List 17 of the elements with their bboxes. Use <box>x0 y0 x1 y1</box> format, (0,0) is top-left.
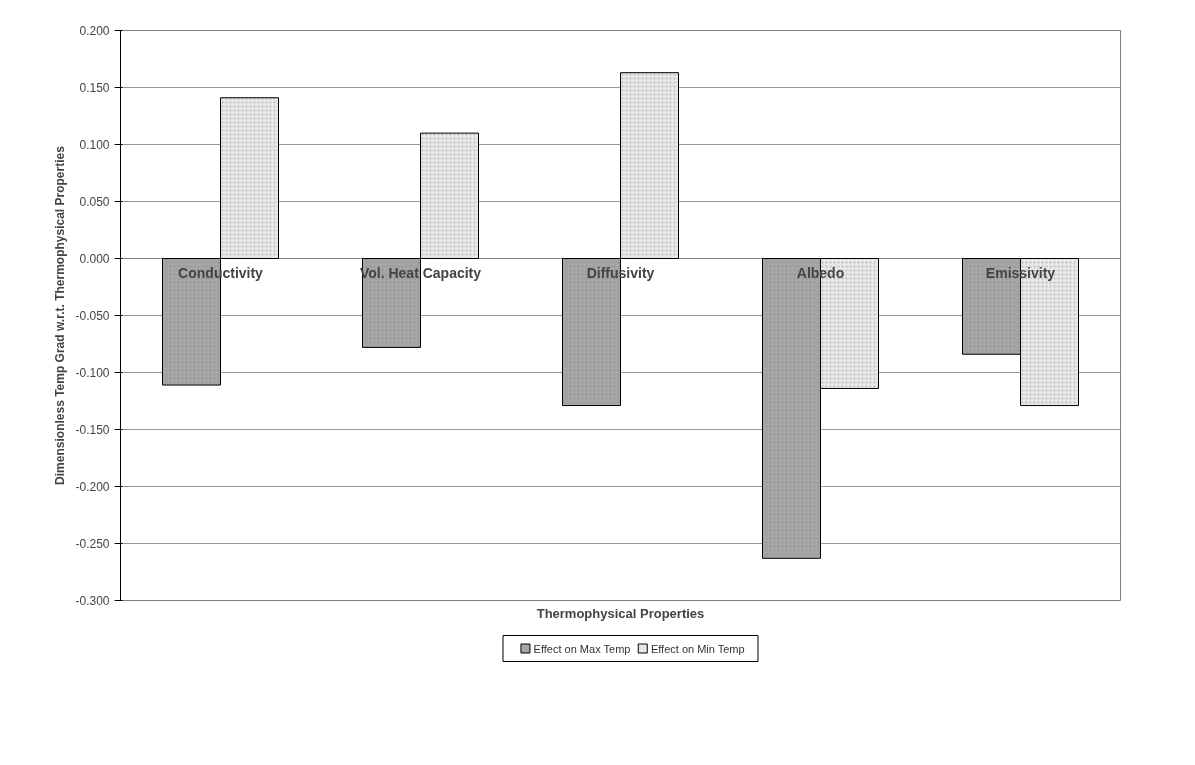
y-tick-label: -0.050 <box>75 309 110 323</box>
y-tick-label: -0.100 <box>75 366 110 380</box>
y-tick-label: -0.300 <box>75 594 110 608</box>
legend-label: Effect on Min Temp <box>650 642 745 655</box>
y-tick-label: 0.200 <box>79 24 110 38</box>
y-tick-label: 0.150 <box>79 81 110 95</box>
y-tick-label: 0.100 <box>79 138 110 152</box>
x-tick-label: Diffusivity <box>586 264 655 281</box>
x-tick-label: Conductivity <box>178 264 264 281</box>
y-tick-label: -0.150 <box>75 423 110 437</box>
y-tick-label: 0.050 <box>79 195 110 209</box>
x-axis-title: Thermophysical Properties <box>536 605 705 621</box>
legend-label: Effect on Max Temp <box>533 642 631 655</box>
y-tick-label: -0.200 <box>75 480 110 494</box>
y-axis-title: Dimensionless Temp Grad w.r.t. Thermophysical Properties <box>53 145 68 485</box>
y-tick-label: 0.000 <box>79 252 110 266</box>
y-tick-label: -0.250 <box>75 537 110 551</box>
